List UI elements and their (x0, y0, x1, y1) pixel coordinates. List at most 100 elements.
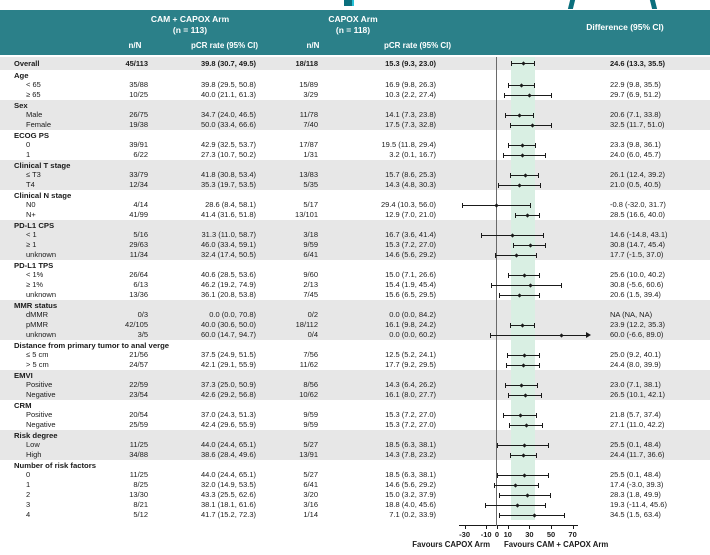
ci-bar (503, 412, 505, 418)
cam-n-over-N: 5/12 (133, 510, 148, 520)
group-label: MMR status (14, 300, 58, 310)
point-estimate-marker (522, 472, 527, 478)
difference-value: 24.4 (11.7, 36.6) (610, 450, 665, 460)
difference-value: 17.7 (-1.5, 37.0) (610, 250, 664, 260)
cam-pcr-rate: 31.3 (11.0, 58.7) (201, 230, 256, 240)
cam-pcr-rate: 40.0 (21.1, 61.3) (200, 90, 256, 100)
cam-n-over-N: 13/36 (129, 290, 148, 300)
forest-plot-cell (438, 250, 606, 260)
cam-pcr-rate: 40.0 (30.6, 50.0) (200, 320, 256, 330)
point-estimate-marker (520, 322, 525, 328)
point-estimate-marker (525, 212, 530, 218)
point-estimate-marker (517, 182, 522, 188)
row-label: ≥ 1% (26, 280, 44, 290)
ci-bar (504, 382, 506, 388)
point-estimate-marker (529, 122, 535, 128)
table-row: High 34/88 38.6 (28.4, 49.6) 13/91 14.3 … (0, 450, 710, 460)
point-estimate-marker (521, 362, 526, 368)
ci-bar (534, 82, 536, 88)
row-label: ≥ 65 (26, 90, 41, 100)
row-label: 0 (26, 470, 31, 480)
cam-n-over-N: 6/13 (133, 280, 148, 290)
ci-bar (504, 92, 506, 98)
forest-plot-cell (438, 470, 606, 480)
ci-bar (545, 242, 547, 248)
cam-pcr-rate: 46.2 (19.2, 74.9) (200, 280, 256, 290)
point-estimate-marker (513, 482, 518, 488)
capox-pcr-rate: 16.7 (3.6, 41.4) (385, 230, 436, 240)
ci-bar (498, 512, 500, 518)
ci-bar (512, 242, 514, 248)
x-axis-tick-label: 0 (494, 530, 500, 539)
capox-n-over-N: 1/31 (303, 150, 318, 160)
cam-n-over-N: 0/3 (137, 310, 148, 320)
row-label: N+ (26, 210, 36, 220)
group-label: CRM (14, 400, 32, 410)
forest-plot-cell (438, 500, 606, 510)
cam-n-over-N: 21/56 (129, 350, 148, 360)
ci-bar (549, 492, 551, 498)
difference-value: 21.0 (0.5, 40.5) (610, 180, 661, 190)
ci-bar (509, 122, 511, 128)
capox-n-over-N: 6/41 (303, 250, 318, 260)
table-row: N0 4/14 28.6 (8.4, 58.1) 5/17 29.4 (10.3… (0, 200, 710, 210)
ci-bar (536, 412, 538, 418)
capox-pcr-rate: 7.1 (0.2, 33.9) (389, 510, 436, 520)
group-header-row: MMR status (0, 300, 710, 310)
cam-n-over-N: 23/54 (129, 390, 148, 400)
forest-plot-cell (438, 270, 606, 280)
difference-value: 14.6 (-14.8, 43.1) (610, 230, 668, 240)
point-estimate-marker (521, 452, 526, 458)
forest-plot-cell (438, 350, 606, 360)
x-axis-tick-label: 10 (503, 530, 512, 539)
row-label: pMMR (26, 320, 49, 330)
point-estimate-marker (532, 512, 537, 518)
ci-bar (539, 212, 541, 218)
cam-n-over-N: 45/113 (125, 58, 148, 68)
cam-n-over-N: 8/25 (133, 480, 148, 490)
forest-plot-cell (438, 140, 606, 150)
capox-pcr-rate: 16.1 (9.8, 24.2) (385, 320, 436, 330)
difference-value: 17.4 (-3.0, 39.3) (610, 480, 664, 490)
cam-pcr-rate: 28.6 (8.4, 58.1) (205, 200, 256, 210)
ci-bar (538, 482, 540, 488)
point-estimate-marker (524, 422, 529, 428)
ci-bar (539, 182, 541, 188)
capox-pcr-rate: 18.5 (6.3, 38.1) (385, 470, 436, 480)
capox-pcr-rate: 15.7 (8.6, 25.3) (385, 170, 436, 180)
title-fragment-icon (344, 0, 354, 6)
row-label: Female (26, 120, 52, 130)
capox-pcr-rate: 15.0 (7.1, 26.6) (385, 270, 436, 280)
forest-plot-cell (438, 320, 606, 330)
capox-n-over-N: 3/29 (303, 90, 318, 100)
difference-value: NA (NA, NA) (610, 310, 653, 320)
cam-pcr-rate: 32.4 (17.4, 50.5) (200, 250, 256, 260)
cam-n-over-N: 6/22 (133, 150, 148, 160)
cam-pcr-rate: 41.7 (15.2, 72.3) (200, 510, 256, 520)
table-row: N+ 41/99 41.4 (31.6, 51.8) 13/101 12.9 (… (0, 210, 710, 220)
group-label: ECOG PS (14, 130, 50, 140)
capox-n-over-N: 0/4 (307, 330, 318, 340)
row-label: Male (26, 110, 43, 120)
ci-bar (545, 152, 547, 158)
forest-plot-cell (438, 490, 606, 500)
forest-plot-cell (438, 410, 606, 420)
forest-plot-cell (438, 180, 606, 190)
difference-value: 25.5 (0.1, 48.4) (610, 440, 661, 450)
forest-plot-cell (438, 420, 606, 430)
group-label: Number of risk factors (14, 460, 97, 470)
table-row: 3 8/21 38.1 (18.1, 61.6) 3/16 18.8 (4.0,… (0, 500, 710, 510)
forest-plot-cell (438, 390, 606, 400)
arm1-pcr-column-header: pCR rate (95% CI) (190, 41, 259, 50)
table-row: 2 13/30 43.3 (25.5, 62.6) 3/20 15.0 (3.2… (0, 490, 710, 500)
forest-plot-cell (438, 150, 606, 160)
capox-pcr-rate: 3.2 (0.1, 16.7) (389, 150, 436, 160)
cam-n-over-N: 11/25 (129, 440, 148, 450)
cam-pcr-rate: 41.8 (30.8, 53.4) (200, 170, 256, 180)
overall-ci-shaded-band (511, 57, 535, 520)
capox-n-over-N: 15/89 (299, 80, 318, 90)
difference-value: 28.5 (16.6, 40.0) (610, 210, 666, 220)
capox-pcr-rate: 14.6 (5.6, 29.2) (385, 480, 436, 490)
table-row: Female 19/38 50.0 (33.4, 66.6) 7/40 17.5… (0, 120, 710, 130)
cam-n-over-N: 22/59 (129, 380, 148, 390)
